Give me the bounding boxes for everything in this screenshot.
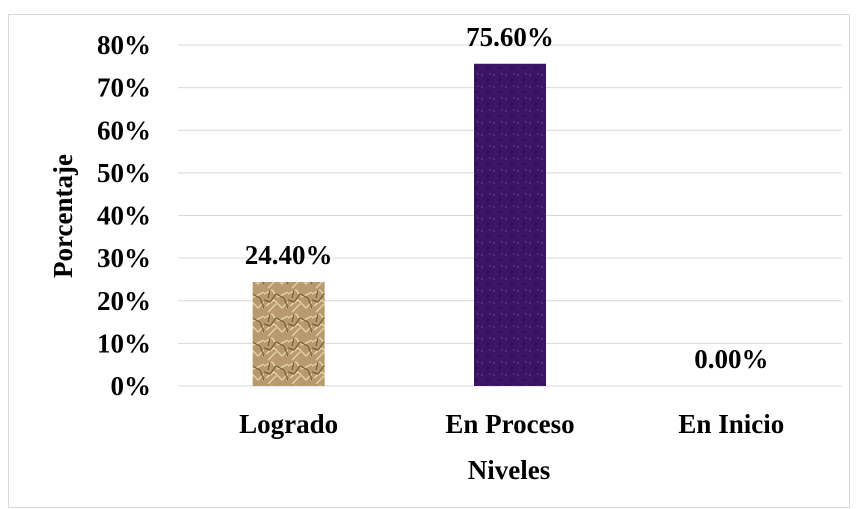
y-tick-label: 40% bbox=[97, 201, 151, 231]
y-tick-label: 0% bbox=[111, 371, 152, 401]
y-axis-title: Porcentaje bbox=[48, 154, 78, 278]
y-tick-label: 60% bbox=[97, 115, 151, 145]
y-tick-label: 10% bbox=[97, 328, 151, 358]
y-tick-label: 50% bbox=[97, 158, 151, 188]
bars bbox=[252, 63, 546, 386]
bar bbox=[474, 63, 546, 386]
data-label: 0.00% bbox=[694, 344, 768, 374]
y-tick-label: 70% bbox=[97, 73, 151, 103]
category-label: En Inicio bbox=[678, 409, 784, 439]
y-tick-label: 20% bbox=[97, 286, 151, 316]
data-label: 75.60% bbox=[466, 22, 554, 52]
category-label: En Proceso bbox=[445, 409, 574, 439]
bar bbox=[252, 281, 325, 386]
y-tick-label: 80% bbox=[97, 30, 151, 60]
category-label: Logrado bbox=[239, 409, 338, 439]
y-tick-label: 30% bbox=[97, 243, 151, 273]
data-label: 24.40% bbox=[245, 240, 333, 270]
x-axis-title: Niveles bbox=[468, 455, 550, 485]
chart-frame bbox=[8, 14, 850, 508]
y-tick-labels: 0% 10% 20% 30% 40% 50% 60% 70% 80% bbox=[97, 30, 151, 401]
category-labels: Logrado En Proceso En Inicio bbox=[239, 409, 784, 439]
data-labels: 24.40% 75.60% 0.00% bbox=[245, 22, 769, 374]
